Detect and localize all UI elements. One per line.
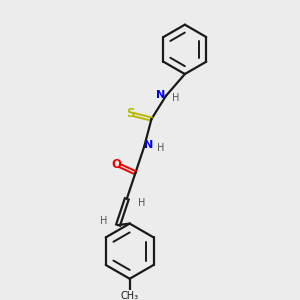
- Text: O: O: [112, 158, 122, 171]
- Text: S: S: [126, 107, 135, 120]
- Text: H: H: [172, 93, 179, 103]
- Text: H: H: [157, 143, 164, 153]
- Text: CH₃: CH₃: [121, 291, 139, 300]
- Text: N: N: [156, 90, 165, 100]
- Text: N: N: [144, 140, 153, 150]
- Text: H: H: [138, 198, 145, 208]
- Text: H: H: [100, 216, 107, 226]
